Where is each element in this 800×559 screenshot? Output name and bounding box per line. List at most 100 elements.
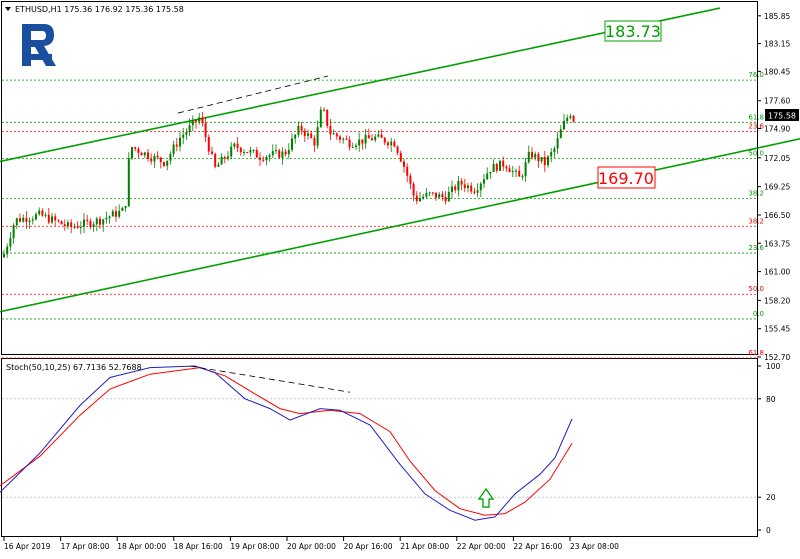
candle-body <box>367 135 370 139</box>
candle-body <box>191 120 194 126</box>
candle-body <box>454 186 457 191</box>
candle-body <box>220 156 223 165</box>
fib-level-label: 50.0 <box>748 149 764 157</box>
candle-body <box>390 141 393 146</box>
candle-body <box>351 146 354 148</box>
candle-body <box>319 109 322 128</box>
candle-body <box>243 152 245 154</box>
candle-body <box>89 220 92 227</box>
candle-body <box>422 196 425 199</box>
candle-body <box>147 152 149 159</box>
candle-body <box>278 150 281 158</box>
candle-body <box>332 133 335 135</box>
candle-body <box>473 191 476 193</box>
candle-body <box>335 133 338 137</box>
candle-body <box>483 179 485 184</box>
candle-body <box>57 220 60 222</box>
price-channel <box>0 7 800 313</box>
candle-body <box>444 196 447 202</box>
candle-body <box>185 131 188 135</box>
candle-body <box>233 143 236 147</box>
candle-body <box>127 158 130 207</box>
candle-body <box>252 149 255 151</box>
candle-body <box>361 139 364 144</box>
candle-body <box>172 144 175 155</box>
candle-body <box>559 129 562 139</box>
candle-body <box>489 171 492 174</box>
candle-body <box>284 151 287 155</box>
candle-body <box>28 220 31 222</box>
candle-body <box>22 217 25 222</box>
stoch-axis: 100 80 20 0 <box>757 362 781 535</box>
candle-body <box>271 151 274 156</box>
candle-body <box>569 116 572 118</box>
candle-body <box>467 185 469 189</box>
candle-body <box>566 117 569 121</box>
price-tick-label: 166.50 <box>764 211 790 220</box>
lower-channel-callout-box <box>597 166 656 189</box>
candle-body <box>406 166 409 176</box>
candle-body <box>249 150 252 153</box>
candle-body <box>393 141 396 147</box>
candle-body <box>291 138 293 150</box>
stoch-signal-line <box>0 367 573 516</box>
candle-body <box>140 152 143 156</box>
candle-body <box>425 193 428 197</box>
candle-body <box>76 226 79 228</box>
candle-body <box>470 185 473 192</box>
candle-body <box>121 207 124 211</box>
candle-body <box>3 254 5 258</box>
candle-body <box>102 219 105 225</box>
candle-body <box>521 176 524 178</box>
candle-body <box>383 137 386 143</box>
candle-body <box>329 125 332 135</box>
fib-level-label: 38.2 <box>748 189 764 197</box>
price-tick-label: 180.45 <box>764 67 790 76</box>
time-tick-label: 16 Apr 2019 <box>4 542 51 551</box>
price-tick-label: 183.15 <box>764 40 790 49</box>
candle-body <box>556 138 559 149</box>
candle-body <box>175 144 178 147</box>
time-tick-label: 17 Apr 08:00 <box>61 542 110 551</box>
fib-level-label: 23.6 <box>748 244 764 252</box>
upper-channel-line <box>0 7 721 163</box>
candle-body <box>531 151 533 158</box>
candle-body <box>396 146 399 153</box>
candle-body <box>105 217 108 220</box>
price-tick-label: 155.45 <box>764 325 790 334</box>
collapse-triangle-icon[interactable] <box>5 7 11 11</box>
candle-body <box>262 159 265 161</box>
up-arrow-icon <box>477 487 495 508</box>
price-tick-label: 177.60 <box>764 97 790 106</box>
fib-level-label: 38.2 <box>748 217 764 225</box>
candle-body <box>92 224 95 227</box>
candle-body <box>572 116 575 122</box>
candle-body <box>35 214 37 220</box>
candle-body <box>339 136 341 140</box>
candle-body <box>51 216 53 223</box>
price-tick-label: 158.20 <box>764 296 790 305</box>
price-tick-label: 163.75 <box>764 239 790 248</box>
candle-body <box>163 162 165 166</box>
candle-body <box>300 125 303 131</box>
price-tick-label: 172.05 <box>764 154 790 163</box>
candle-body <box>310 133 313 138</box>
candle-body <box>371 138 373 141</box>
candle-body <box>246 152 249 154</box>
candle-body <box>435 192 437 198</box>
stoch-tick-label: 80 <box>766 395 776 404</box>
candle-body <box>73 226 76 228</box>
candle-body <box>115 211 117 217</box>
fib-level-label: 50.0 <box>748 285 764 293</box>
candle-body <box>313 137 316 146</box>
candle-body <box>463 184 466 189</box>
candle-body <box>169 154 172 161</box>
candle-body <box>268 155 271 157</box>
candle-body <box>25 217 28 222</box>
symbol-info-header: ETHUSD,H1 175.36 176.92 175.36 175.58 <box>15 5 184 14</box>
candle-body <box>438 194 441 198</box>
time-tick-label: 20 Apr 00:00 <box>287 542 336 551</box>
price-axis: 185.85 183.15 180.45 177.60 174.90 172.05 169.… <box>757 12 790 362</box>
candle-body <box>255 149 258 158</box>
time-axis: 16 Apr 2019 17 Apr 08:00 18 Apr 00:00 18 Ap… <box>3 537 619 551</box>
